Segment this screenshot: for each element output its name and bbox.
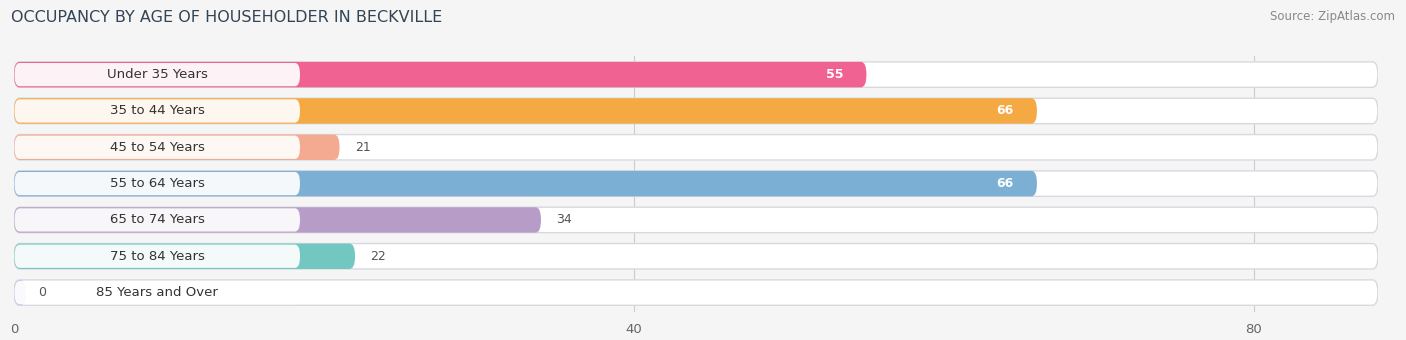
Text: 0: 0 (38, 286, 46, 299)
Text: 55 to 64 Years: 55 to 64 Years (110, 177, 205, 190)
Text: Source: ZipAtlas.com: Source: ZipAtlas.com (1270, 10, 1395, 23)
FancyBboxPatch shape (14, 243, 354, 269)
Text: 21: 21 (354, 141, 371, 154)
FancyBboxPatch shape (14, 280, 1378, 305)
Text: 55: 55 (825, 68, 844, 81)
FancyBboxPatch shape (14, 63, 299, 86)
FancyBboxPatch shape (14, 98, 1378, 124)
Text: 45 to 54 Years: 45 to 54 Years (110, 141, 205, 154)
FancyBboxPatch shape (14, 135, 339, 160)
Text: 65 to 74 Years: 65 to 74 Years (110, 214, 205, 226)
FancyBboxPatch shape (14, 243, 1378, 269)
FancyBboxPatch shape (14, 62, 866, 87)
FancyBboxPatch shape (14, 99, 299, 122)
FancyBboxPatch shape (14, 208, 299, 232)
FancyBboxPatch shape (14, 281, 299, 304)
FancyBboxPatch shape (14, 136, 299, 159)
FancyBboxPatch shape (14, 171, 1038, 196)
Text: 66: 66 (997, 177, 1014, 190)
Text: 34: 34 (557, 214, 572, 226)
Text: 35 to 44 Years: 35 to 44 Years (110, 104, 205, 117)
FancyBboxPatch shape (14, 280, 25, 305)
FancyBboxPatch shape (14, 207, 1378, 233)
FancyBboxPatch shape (14, 98, 1038, 124)
FancyBboxPatch shape (14, 172, 299, 195)
Text: OCCUPANCY BY AGE OF HOUSEHOLDER IN BECKVILLE: OCCUPANCY BY AGE OF HOUSEHOLDER IN BECKV… (11, 10, 443, 25)
FancyBboxPatch shape (14, 207, 541, 233)
Text: 75 to 84 Years: 75 to 84 Years (110, 250, 205, 263)
FancyBboxPatch shape (14, 245, 299, 268)
FancyBboxPatch shape (14, 135, 1378, 160)
Text: Under 35 Years: Under 35 Years (107, 68, 208, 81)
Text: 85 Years and Over: 85 Years and Over (97, 286, 218, 299)
Text: 66: 66 (997, 104, 1014, 117)
FancyBboxPatch shape (14, 62, 1378, 87)
FancyBboxPatch shape (14, 171, 1378, 196)
Text: 22: 22 (371, 250, 387, 263)
